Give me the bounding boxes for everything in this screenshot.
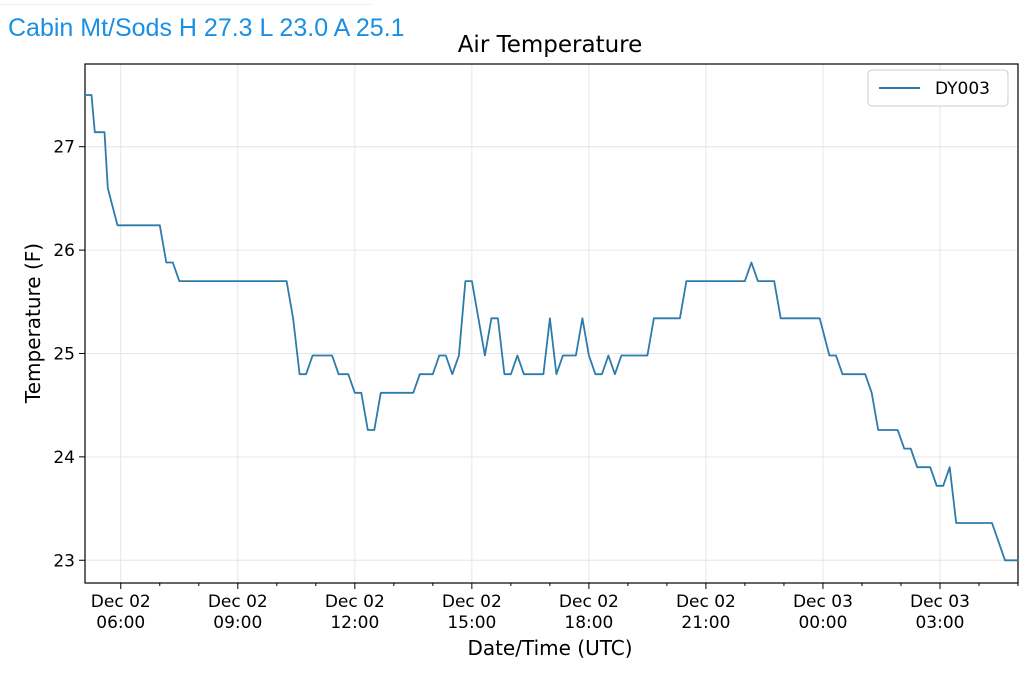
x-tick-date: Dec 02 <box>442 592 502 612</box>
plot-frame <box>84 63 1019 584</box>
y-axis: 23 24 25 26 27 <box>53 138 85 571</box>
header-divider <box>0 4 372 5</box>
y-axis-label: Temperature (F) <box>21 243 45 404</box>
x-tick-time: 21:00 <box>681 613 730 633</box>
y-tick-label: 23 <box>53 551 75 571</box>
x-tick-date: Dec 02 <box>91 592 151 612</box>
y-tick-label: 24 <box>53 448 75 468</box>
x-tick-label: Dec 03 03:00 <box>910 592 970 633</box>
chart-title: Air Temperature <box>458 32 643 58</box>
x-tick-time: 18:00 <box>564 613 613 633</box>
series-layer <box>85 94 1018 562</box>
x-tick-label: Dec 03 00:00 <box>793 592 853 633</box>
legend-entry-dy003: DY003 <box>935 79 990 99</box>
x-tick-label: Dec 02 09:00 <box>208 592 268 633</box>
x-tick-date: Dec 03 <box>910 592 970 612</box>
x-tick-date: Dec 03 <box>793 592 853 612</box>
legend: DY003 <box>867 69 1009 107</box>
grid <box>85 64 1018 583</box>
x-tick-date: Dec 02 <box>208 592 268 612</box>
x-tick-time: 12:00 <box>330 613 379 633</box>
series-line-dy003 <box>85 94 1018 562</box>
x-tick-time: 00:00 <box>798 613 847 633</box>
x-tick-label: Dec 02 18:00 <box>559 592 619 633</box>
x-tick-label: Dec 02 06:00 <box>91 592 151 633</box>
x-tick-label: Dec 02 15:00 <box>442 592 502 633</box>
x-tick-time: 15:00 <box>447 613 496 633</box>
x-tick-label: Dec 02 21:00 <box>676 592 736 633</box>
y-tick-label: 25 <box>53 344 75 364</box>
x-tick-label: Dec 02 12:00 <box>325 592 385 633</box>
y-tick-label: 26 <box>53 241 75 261</box>
x-tick-date: Dec 02 <box>325 592 385 612</box>
x-tick-date: Dec 02 <box>676 592 736 612</box>
y-tick-label: 27 <box>53 138 75 158</box>
station-summary: Cabin Mt/Sods H 27.3 L 23.0 A 25.1 <box>8 14 405 42</box>
x-tick-time: 03:00 <box>915 613 964 633</box>
legend-box <box>867 69 1009 107</box>
x-tick-time: 06:00 <box>96 613 145 633</box>
x-tick-date: Dec 02 <box>559 592 619 612</box>
x-tick-time: 09:00 <box>213 613 262 633</box>
x-axis-label: Date/Time (UTC) <box>467 636 632 660</box>
